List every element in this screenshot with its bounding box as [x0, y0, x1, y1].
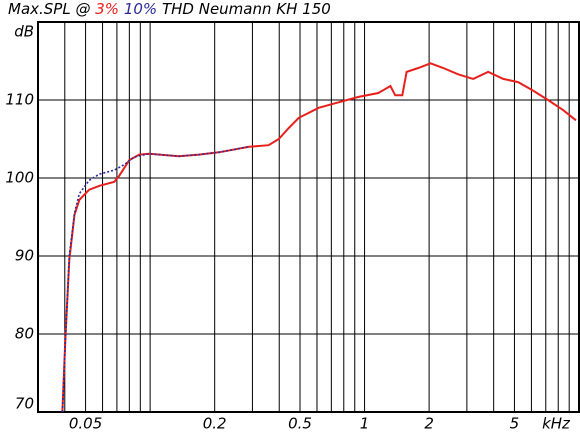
x-tick-label: 0.05: [69, 415, 102, 432]
y-tick-label: 110: [5, 91, 34, 109]
x-tick-label: 0.2: [203, 415, 227, 432]
series-line: [61, 146, 250, 413]
plot-border: [37, 21, 580, 413]
x-tick-label: 0.5: [288, 415, 312, 432]
legend-entry: 3%: [95, 0, 119, 18]
title-suffix: THD Neumann KH 150: [162, 0, 331, 18]
series-line: [61, 62, 577, 413]
y-tick-label: 100: [5, 169, 34, 187]
y-tick-label: 90: [15, 247, 34, 265]
y-tick-label: 80: [15, 325, 34, 343]
y-axis-label: dB: [14, 23, 34, 41]
x-axis-label: kHz: [542, 415, 571, 432]
title-text: Max.SPL @: [8, 0, 90, 18]
x-tick-label: 2: [424, 415, 434, 432]
chart-title: Max.SPL @ 3% 10% THD Neumann KH 150: [8, 0, 331, 18]
x-tick-label: 5: [510, 415, 520, 432]
x-tick-label: 1: [360, 415, 370, 432]
y-tick-label: 70: [15, 395, 34, 413]
legend-entry: 10%: [124, 0, 157, 18]
